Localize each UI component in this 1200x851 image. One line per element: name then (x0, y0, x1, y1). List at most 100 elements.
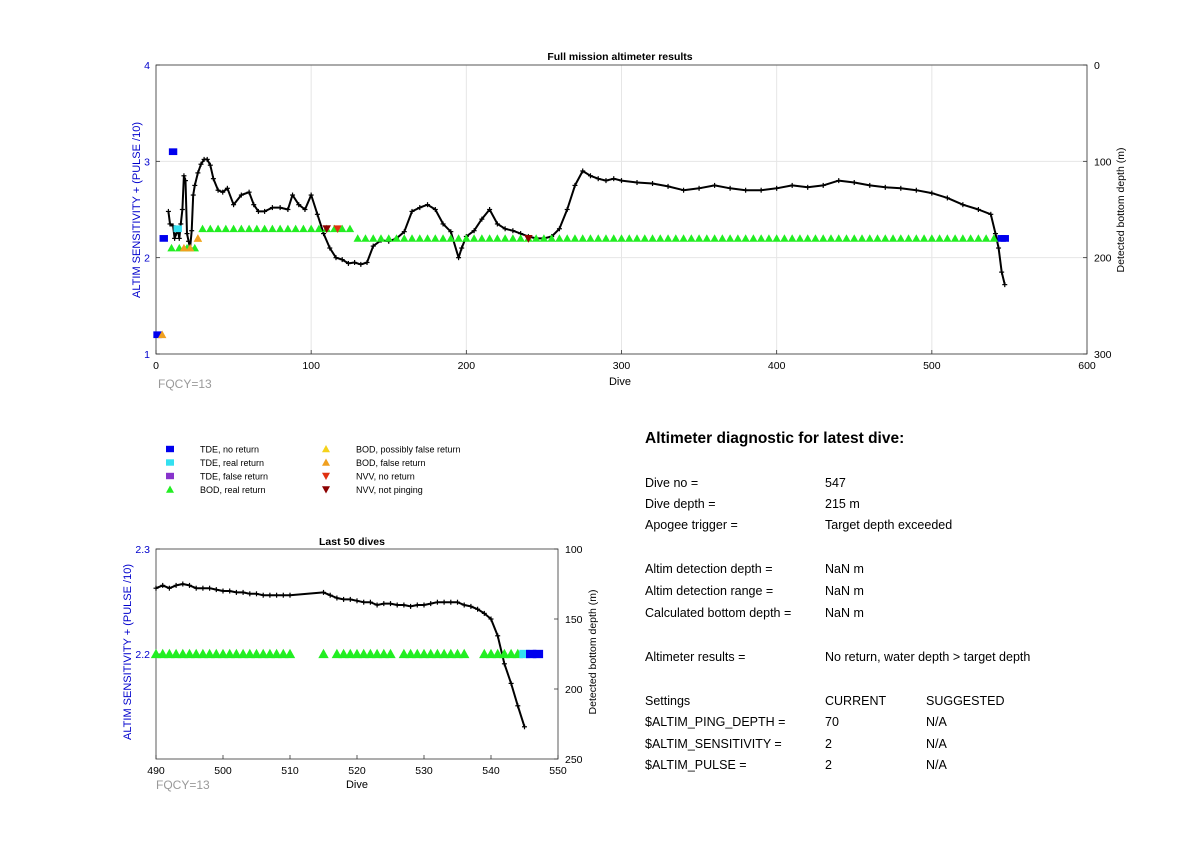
depth-point (510, 228, 516, 234)
last50-ticks: 490 500 510 520 530 540 550 2.2 2.3 100 150 200 250 (135, 544, 582, 777)
settings-suggested-sensitivity: N/A (926, 737, 947, 751)
depth-point (200, 585, 206, 591)
depth-point (189, 228, 195, 234)
marker-bod-real-return (423, 234, 432, 242)
marker-bod-real-return (469, 234, 479, 242)
depth-point (302, 207, 308, 212)
depth-point (173, 582, 179, 588)
depth-point (388, 601, 393, 607)
marker-bod-real-return (177, 648, 188, 659)
depth-point (198, 161, 204, 167)
marker-bod-real-return (594, 234, 603, 242)
depth-point (274, 592, 280, 598)
marker-bod-real-return (834, 234, 843, 242)
marker-bod-real-return (656, 234, 665, 242)
marker-bod-real-return (586, 234, 595, 242)
marker-bod-real-return (562, 234, 572, 242)
marker-bod-real-return (371, 648, 383, 659)
settings-name-sensitivity: $ALTIM_SENSITIVITY = (645, 737, 782, 751)
marker-bod-real-return (943, 234, 952, 242)
y2-tick-label: 250 (565, 754, 583, 766)
marker-bod-real-return (500, 234, 510, 242)
depth-point (501, 661, 507, 667)
depth-point (358, 261, 364, 267)
legend-item: TDE, no return (166, 445, 259, 455)
marker-bod-real-return (314, 224, 324, 233)
marker-bod-real-return (935, 234, 944, 242)
legend-item: BOD, false return (322, 458, 426, 468)
depth-point (207, 162, 213, 168)
marker-bod-real-return (733, 234, 743, 242)
marker-bod-false-return (158, 330, 167, 339)
depth-point (285, 207, 291, 212)
legend-marker-bod-real-return (166, 485, 174, 493)
x-tick-label: 540 (482, 765, 500, 777)
depth-point (240, 589, 246, 595)
depth-point (696, 185, 702, 191)
marker-bod-real-return (459, 648, 470, 659)
y-tick-label: 2 (144, 253, 150, 265)
marker-bod-real-return (405, 648, 416, 659)
legend-item: NVV, not pinging (322, 485, 423, 495)
marker-bod-real-return (244, 648, 255, 659)
marker-bod-real-return (803, 234, 812, 242)
x-tick-label: 500 (214, 765, 232, 777)
marker-tde-no-return (168, 148, 178, 156)
settings-current-ping-depth: 70 (825, 715, 839, 729)
marker-bod-real-return (400, 234, 409, 242)
marker-bod-real-return (989, 234, 999, 242)
marker-bod-real-return (477, 234, 487, 242)
marker-bod-real-return (912, 234, 921, 242)
marker-bod-real-return (213, 224, 223, 233)
x-tick-label: 200 (458, 360, 476, 372)
marker-bod-real-return (479, 648, 490, 659)
settings-name-pulse: $ALTIM_PULSE = (645, 758, 747, 772)
depth-point (364, 259, 370, 265)
settings-suggested-pulse: N/A (926, 758, 947, 772)
depth-point (425, 202, 431, 208)
marker-bod-real-return (197, 648, 209, 659)
marker-bod-real-return (338, 648, 349, 659)
diag-value-altimeter-results: No return, water depth > target depth (825, 650, 1031, 664)
depth-point (172, 235, 178, 241)
legend-label: NVV, no return (356, 472, 415, 482)
depth-point (572, 182, 578, 188)
depth-point (441, 599, 447, 605)
depth-point (851, 180, 857, 186)
marker-bod-real-return (578, 234, 587, 242)
depth-point (929, 190, 935, 196)
marker-bod-real-return (772, 234, 781, 242)
depth-point (999, 269, 1005, 275)
marker-bod-real-return (275, 224, 285, 233)
marker-nvv-not-pinging (524, 235, 533, 243)
depth-point (665, 183, 671, 189)
marker-bod-real-return (338, 224, 347, 233)
settings-header-current: CURRENT (825, 694, 887, 708)
depth-point (434, 599, 440, 605)
depth-point (508, 680, 514, 686)
marker-bod-real-return (485, 234, 494, 242)
marker-bod-real-return (252, 224, 262, 233)
marker-bod-real-return (454, 234, 463, 242)
diag-label-dive-no: Dive no = (645, 476, 699, 490)
y-tick-label: 1 (144, 349, 150, 361)
depth-point (440, 221, 446, 227)
depth-point (960, 202, 966, 208)
settings-name-ping-depth: $ALTIM_PING_DEPTH = (645, 715, 786, 729)
diag-value-altim-detection-range: NaN m (825, 584, 864, 598)
legend-label: NVV, not pinging (356, 485, 423, 495)
settings-header-settings: Settings (645, 694, 691, 708)
depth-point (456, 255, 462, 261)
marker-bod-real-return (950, 234, 960, 242)
depth-point (455, 599, 460, 605)
diag-label-dive-depth: Dive depth = (645, 497, 716, 511)
depth-point (898, 185, 904, 191)
marker-bod-real-return (865, 234, 874, 242)
depth-point (992, 231, 998, 237)
depth-point (210, 176, 216, 182)
marker-bod-real-return (687, 234, 696, 242)
marker-bod-real-return (384, 234, 393, 242)
full-y2-axis-label: Detected bottom depth (m) (1115, 148, 1127, 273)
marker-bod-real-return (632, 234, 642, 242)
